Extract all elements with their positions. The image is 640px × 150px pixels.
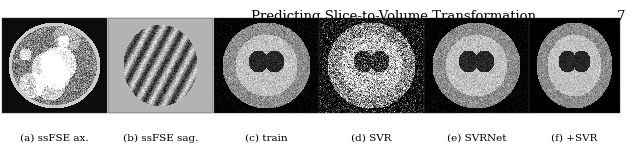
Text: (b) ssFSE sag.: (b) ssFSE sag. (123, 134, 198, 142)
Bar (424, 18, 529, 113)
Bar (108, 18, 213, 113)
Text: (a) ssFSE ax.: (a) ssFSE ax. (20, 134, 89, 142)
Bar (214, 18, 319, 113)
Bar (529, 18, 620, 113)
Bar (319, 18, 424, 113)
Bar (2, 18, 107, 113)
Text: 7: 7 (616, 10, 625, 23)
Text: (e) SVRNet: (e) SVRNet (447, 134, 506, 142)
Text: Predicting Slice-to-Volume Transformation: Predicting Slice-to-Volume Transformatio… (251, 10, 536, 23)
Text: (f) +SVR: (f) +SVR (551, 134, 598, 142)
Text: (d) SVR: (d) SVR (351, 134, 392, 142)
Text: (c) train: (c) train (245, 134, 288, 142)
